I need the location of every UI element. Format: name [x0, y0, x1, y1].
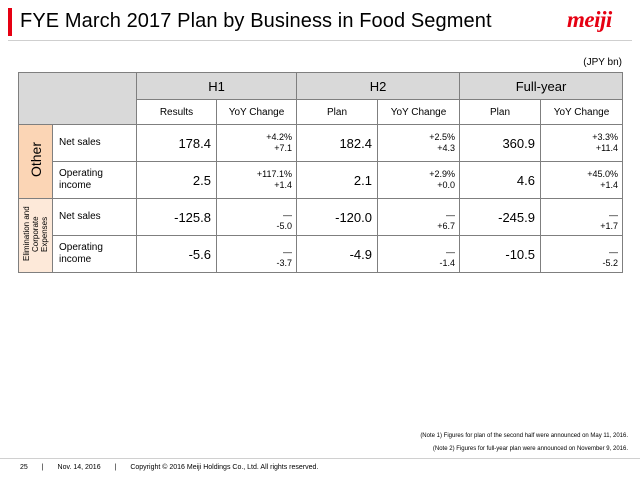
page-number: 25 — [20, 464, 28, 471]
row-label: Net sales — [52, 124, 137, 162]
segment-label-elimination: Elimination and Corporate Expenses — [18, 198, 53, 273]
change-cell: +2.9% +0.0 — [377, 161, 460, 199]
table-row: Elimination and Corporate Expenses Net s… — [18, 198, 624, 273]
change-cell: — -5.2 — [539, 235, 624, 273]
value-cell: -5.6 — [136, 235, 217, 273]
value-cell: -4.9 — [296, 235, 378, 273]
footer: 25 | Nov. 14, 2016 | Copyright © 2016 Me… — [20, 464, 330, 471]
table-row: Operating income 2.5 +117.1% +1.4 2.1 +2.… — [19, 161, 624, 199]
change-cell: +2.5% +4.3 — [377, 124, 460, 162]
subheader-yoy: YoY Change — [539, 99, 624, 125]
row-label: Operating income — [52, 235, 137, 273]
segment-plan-table: H1 H2 Full-year Results YoY Change Plan … — [18, 72, 624, 273]
value-cell: -120.0 — [296, 198, 378, 236]
note-1: (Note 1) Figures for plan of the second … — [420, 433, 628, 439]
value-cell: 2.5 — [136, 161, 217, 199]
value-cell: 2.1 — [296, 161, 378, 199]
subheader-plan: Plan — [459, 99, 541, 125]
footer-copyright: Copyright © 2016 Meiji Holdings Co., Ltd… — [130, 464, 319, 471]
value-cell: 182.4 — [296, 124, 378, 162]
period-full-year: Full-year — [458, 72, 624, 100]
period-h1: H1 — [136, 72, 297, 100]
change-cell: +4.2% +7.1 — [216, 124, 297, 162]
row-label: Operating income — [52, 161, 137, 199]
value-cell: -10.5 — [459, 235, 541, 273]
subheader-row: Results YoY Change Plan YoY Change Plan … — [19, 99, 624, 125]
subheader-plan: Plan — [296, 99, 378, 125]
meiji-logo: meiji — [567, 7, 612, 32]
change-cell: — +6.7 — [377, 198, 460, 236]
title-divider — [8, 40, 632, 41]
footer-separator: | — [114, 464, 117, 471]
table-row: Other Net sales 178.4 +4.2% +7.1 182.4 +2… — [18, 124, 624, 199]
change-cell: — -5.0 — [216, 198, 297, 236]
segment-name: Other — [27, 142, 44, 178]
change-cell: — -1.4 — [377, 235, 460, 273]
note-2: (Note 2) Figures for full-year plan were… — [432, 446, 628, 452]
unit-note: (JPY bn) — [583, 57, 622, 68]
value-cell: 178.4 — [136, 124, 217, 162]
footer-separator: | — [41, 464, 44, 471]
value-cell: 4.6 — [459, 161, 541, 199]
value-cell: 360.9 — [459, 124, 541, 162]
change-cell: +117.1% +1.4 — [216, 161, 297, 199]
period-h2: H2 — [296, 72, 460, 100]
row-label: Net sales — [52, 198, 137, 236]
title-accent-bar — [8, 8, 12, 36]
corner-cell — [18, 72, 137, 125]
segment-label-other: Other — [18, 124, 53, 199]
period-header-row: H1 H2 Full-year — [18, 72, 624, 125]
footer-date: Nov. 14, 2016 — [57, 464, 101, 471]
page-title: FYE March 2017 Plan by Business in Food … — [20, 10, 492, 32]
segment-name: Elimination and Corporate Expenses — [22, 206, 49, 262]
value-cell: -125.8 — [136, 198, 217, 236]
change-cell: +3.3% +11.4 — [539, 124, 624, 162]
subheader-yoy: YoY Change — [216, 99, 297, 125]
value-cell: -245.9 — [459, 198, 541, 236]
change-cell: +45.0% +1.4 — [539, 161, 624, 199]
change-cell: — +1.7 — [539, 198, 624, 236]
table-row: Operating income -5.6 — -3.7 -4.9 — -1.4 -… — [19, 235, 624, 273]
footer-divider — [0, 458, 640, 459]
subheader-results: Results — [136, 99, 217, 125]
change-cell: — -3.7 — [216, 235, 297, 273]
subheader-yoy: YoY Change — [377, 99, 460, 125]
